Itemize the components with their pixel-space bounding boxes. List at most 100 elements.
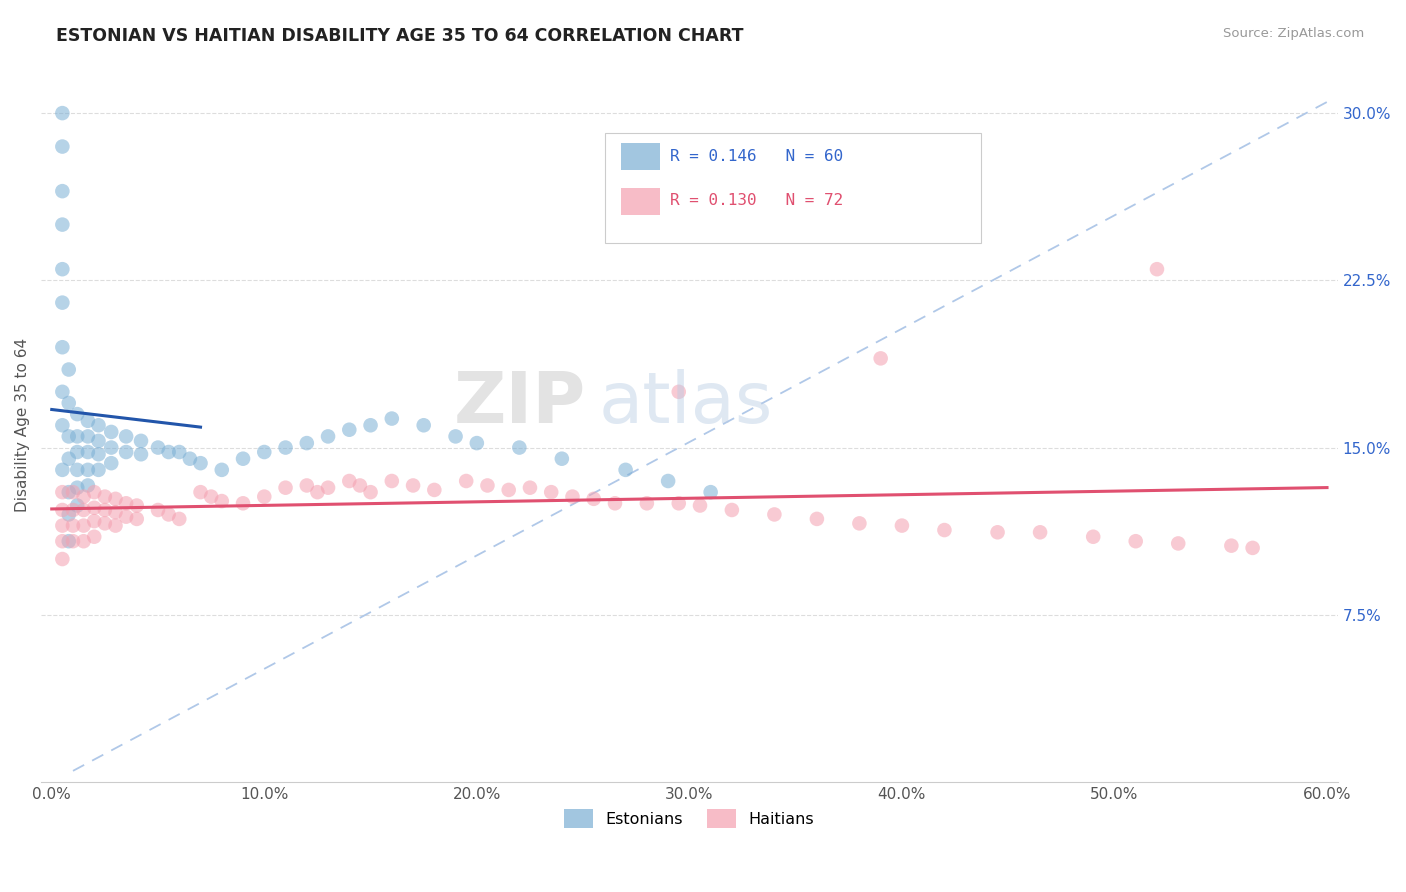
- Point: [104, 518, 127, 533]
- Point: [94, 503, 117, 517]
- Point: [58, 451, 80, 466]
- Point: [1029, 525, 1052, 540]
- Point: [987, 525, 1010, 540]
- Point: [87, 434, 110, 448]
- Point: [76, 478, 98, 492]
- Point: [806, 512, 828, 526]
- Point: [444, 429, 467, 443]
- Point: [51, 384, 73, 399]
- Point: [62, 485, 84, 500]
- Point: [72, 518, 94, 533]
- Point: [295, 436, 318, 450]
- Point: [72, 534, 94, 549]
- Point: [51, 534, 73, 549]
- Point: [51, 218, 73, 232]
- Point: [62, 534, 84, 549]
- Point: [668, 496, 690, 510]
- Point: [316, 481, 339, 495]
- Point: [381, 474, 404, 488]
- Point: [636, 496, 658, 510]
- Point: [76, 445, 98, 459]
- Point: [508, 441, 530, 455]
- Point: [1241, 541, 1264, 555]
- Text: atlas: atlas: [599, 369, 773, 438]
- Point: [402, 478, 425, 492]
- Point: [423, 483, 446, 497]
- Point: [51, 106, 73, 120]
- Point: [72, 503, 94, 517]
- Point: [58, 534, 80, 549]
- Point: [465, 436, 488, 450]
- Point: [94, 516, 117, 531]
- Point: [211, 494, 233, 508]
- Point: [381, 411, 404, 425]
- Point: [115, 509, 138, 524]
- Point: [657, 474, 679, 488]
- Point: [104, 491, 127, 506]
- Point: [337, 423, 360, 437]
- Point: [115, 429, 138, 443]
- Point: [76, 414, 98, 428]
- Point: [1146, 262, 1168, 277]
- Point: [349, 478, 371, 492]
- Point: [66, 429, 89, 443]
- Point: [115, 445, 138, 459]
- Point: [1083, 530, 1105, 544]
- Point: [190, 456, 212, 470]
- Point: [129, 447, 152, 461]
- Point: [614, 463, 637, 477]
- Point: [360, 418, 382, 433]
- Point: [519, 481, 541, 495]
- Text: ESTONIAN VS HAITIAN DISABILITY AGE 35 TO 64 CORRELATION CHART: ESTONIAN VS HAITIAN DISABILITY AGE 35 TO…: [56, 27, 744, 45]
- Point: [58, 508, 80, 522]
- Point: [848, 516, 870, 531]
- Point: [582, 491, 605, 506]
- Point: [232, 496, 254, 510]
- Point: [146, 503, 169, 517]
- Text: R = 0.130   N = 72: R = 0.130 N = 72: [669, 193, 844, 208]
- Point: [603, 496, 626, 510]
- Point: [51, 184, 73, 198]
- Point: [295, 478, 318, 492]
- Point: [190, 485, 212, 500]
- FancyBboxPatch shape: [605, 133, 981, 244]
- Legend: Estonians, Haitians: Estonians, Haitians: [558, 803, 821, 835]
- Point: [668, 384, 690, 399]
- Point: [274, 441, 297, 455]
- Point: [869, 351, 891, 366]
- Point: [699, 485, 721, 500]
- Point: [551, 451, 574, 466]
- Point: [146, 441, 169, 455]
- Point: [169, 445, 191, 459]
- Point: [232, 451, 254, 466]
- Point: [76, 463, 98, 477]
- Point: [66, 407, 89, 421]
- Text: R = 0.146   N = 60: R = 0.146 N = 60: [669, 149, 844, 164]
- Point: [360, 485, 382, 500]
- Point: [307, 485, 329, 500]
- Y-axis label: Disability Age 35 to 64: Disability Age 35 to 64: [15, 338, 30, 512]
- Point: [115, 496, 138, 510]
- Point: [58, 485, 80, 500]
- Point: [763, 508, 786, 522]
- Point: [274, 481, 297, 495]
- Point: [51, 552, 73, 566]
- Point: [87, 463, 110, 477]
- Point: [211, 463, 233, 477]
- Text: Source: ZipAtlas.com: Source: ZipAtlas.com: [1223, 27, 1364, 40]
- Point: [934, 523, 956, 537]
- Point: [540, 485, 562, 500]
- Point: [169, 512, 191, 526]
- Point: [94, 490, 117, 504]
- Point: [87, 447, 110, 461]
- Point: [253, 490, 276, 504]
- Bar: [620, 143, 659, 169]
- Point: [721, 503, 744, 517]
- Point: [66, 481, 89, 495]
- Point: [456, 474, 478, 488]
- Point: [561, 490, 583, 504]
- Bar: [620, 187, 659, 215]
- Point: [62, 503, 84, 517]
- Point: [58, 396, 80, 410]
- Point: [157, 445, 180, 459]
